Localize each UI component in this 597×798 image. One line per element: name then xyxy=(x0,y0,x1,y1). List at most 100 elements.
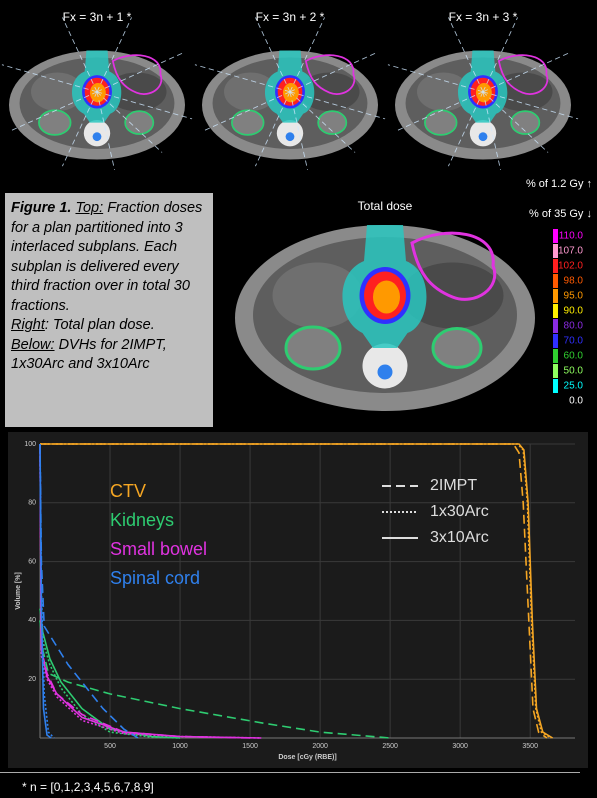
ct-slice xyxy=(194,17,386,170)
dvh-chart: 20 40 60 80 100 500 1000 1500 2000 2500 3000 3500 Do… xyxy=(8,432,588,768)
legend-label: Small bowel xyxy=(110,539,207,559)
colorbar-swatch xyxy=(553,394,558,408)
beam-line xyxy=(447,91,484,167)
caption-label: Right xyxy=(11,317,45,333)
beam-line xyxy=(289,17,326,92)
tissue xyxy=(272,262,363,329)
y-tick-label: 100 xyxy=(24,441,36,448)
kidney xyxy=(38,109,72,136)
dvh-curve xyxy=(40,443,554,739)
colorbar-swatch xyxy=(553,379,558,393)
beam-line xyxy=(96,17,133,92)
legend-label: 2IMPT xyxy=(430,477,477,494)
x-tick-label: 500 xyxy=(104,743,116,750)
colorbar-swatch xyxy=(553,274,558,288)
dvh-curve xyxy=(40,443,548,739)
ct-slice xyxy=(387,17,579,170)
kidney xyxy=(231,109,265,136)
image-panels: 110.0 107.0 102.0 98.0 95.0 90.0 80.0 70.0 60.0 5… xyxy=(1,17,584,411)
dvh-curve xyxy=(39,620,391,739)
legend-label: Spinal cord xyxy=(110,568,200,588)
kidney xyxy=(284,325,342,371)
x-tick-label: 1000 xyxy=(172,743,188,750)
colorbar-swatch xyxy=(553,349,558,363)
colorbar-swatch xyxy=(553,259,558,273)
bowel-outline xyxy=(497,54,549,95)
beam-line xyxy=(482,17,519,92)
dvh-curve xyxy=(39,443,55,739)
dvh-curve xyxy=(39,443,251,739)
tissue xyxy=(224,72,277,112)
figure-label: Figure 1. xyxy=(11,200,72,216)
kidney xyxy=(510,110,541,135)
beam-line xyxy=(254,17,291,92)
colorbar-label: 0.0 xyxy=(569,396,583,407)
x-tick-label: 3500 xyxy=(522,743,538,750)
colorbar-label: 50.0 xyxy=(564,366,584,377)
colorbar-label: 95.0 xyxy=(564,291,584,302)
beam-line xyxy=(1,64,98,93)
beam-line xyxy=(194,64,291,93)
panel-title: Fx = 3n + 1 * xyxy=(62,10,132,24)
kidney xyxy=(124,110,155,135)
colorbar-label: 90.0 xyxy=(564,306,584,317)
beam-line xyxy=(482,91,502,170)
colorbar-label: 102.0 xyxy=(558,261,583,272)
legend-label: 1x30Arc xyxy=(430,503,489,520)
kidney xyxy=(424,109,458,136)
colorbar-label: 110.0 xyxy=(559,231,584,242)
colorbar-swatch xyxy=(553,319,558,333)
beam-line xyxy=(61,17,98,92)
colorbar-label: 60.0 xyxy=(564,351,584,362)
dose-core xyxy=(373,280,400,314)
legend-label: CTV xyxy=(110,481,146,501)
total-dose-title: Total dose xyxy=(357,199,413,213)
beam-line xyxy=(289,91,356,153)
beam-line xyxy=(61,91,98,167)
separator xyxy=(0,772,580,773)
chart-background xyxy=(8,432,588,768)
kidney xyxy=(317,110,348,135)
beam-line xyxy=(289,91,309,170)
tissue xyxy=(31,72,84,112)
colorbar-label: 98.0 xyxy=(564,276,584,287)
spinal-cord xyxy=(285,132,295,142)
beam-line xyxy=(96,91,116,170)
colorbar-title: % of 1.2 Gy ↑ xyxy=(525,178,592,190)
panel-title: Fx = 3n + 2 * xyxy=(255,10,325,24)
kidney xyxy=(431,327,483,369)
beam-line xyxy=(387,64,484,93)
spinal-cord xyxy=(478,132,488,142)
colorbar-title: % of 35 Gy ↓ xyxy=(529,208,592,220)
ct-slice xyxy=(1,17,193,170)
colorbar-label: 107.0 xyxy=(558,246,583,257)
x-tick-label: 2000 xyxy=(312,743,328,750)
beam-line xyxy=(447,17,484,92)
spinal-cord xyxy=(92,132,102,142)
caption-label: Top: xyxy=(75,200,104,216)
spinal-cord xyxy=(377,364,393,380)
tissue xyxy=(417,72,470,112)
beam-line xyxy=(289,51,378,93)
bowel-outline xyxy=(111,54,163,95)
beam-line xyxy=(289,91,386,120)
colorbar-swatch xyxy=(553,334,558,348)
legend-label: Kidneys xyxy=(110,510,174,530)
beam-line xyxy=(96,91,193,120)
dvh-curve xyxy=(39,608,181,739)
beam-line xyxy=(9,91,98,132)
beam-line xyxy=(395,91,484,132)
beam-line xyxy=(202,91,291,132)
y-axis-title: Volume [%] xyxy=(15,572,22,610)
colorbar-swatch xyxy=(553,304,558,318)
x-axis-title: Dose [cGy (RBE)] xyxy=(278,754,336,761)
bowel-outline xyxy=(410,231,497,301)
caption-text: : Total plan dose. xyxy=(44,317,155,333)
beam-line xyxy=(96,51,185,93)
colorbar-label: 25.0 xyxy=(564,381,584,392)
colorbar-label: 80.0 xyxy=(564,321,584,332)
beam-line xyxy=(482,91,579,120)
beam-line xyxy=(482,91,549,153)
caption-text: DVHs for 2IMPT, 1x30Arc and 3x10Arc xyxy=(11,336,167,373)
caption-label: Below: xyxy=(11,336,55,353)
